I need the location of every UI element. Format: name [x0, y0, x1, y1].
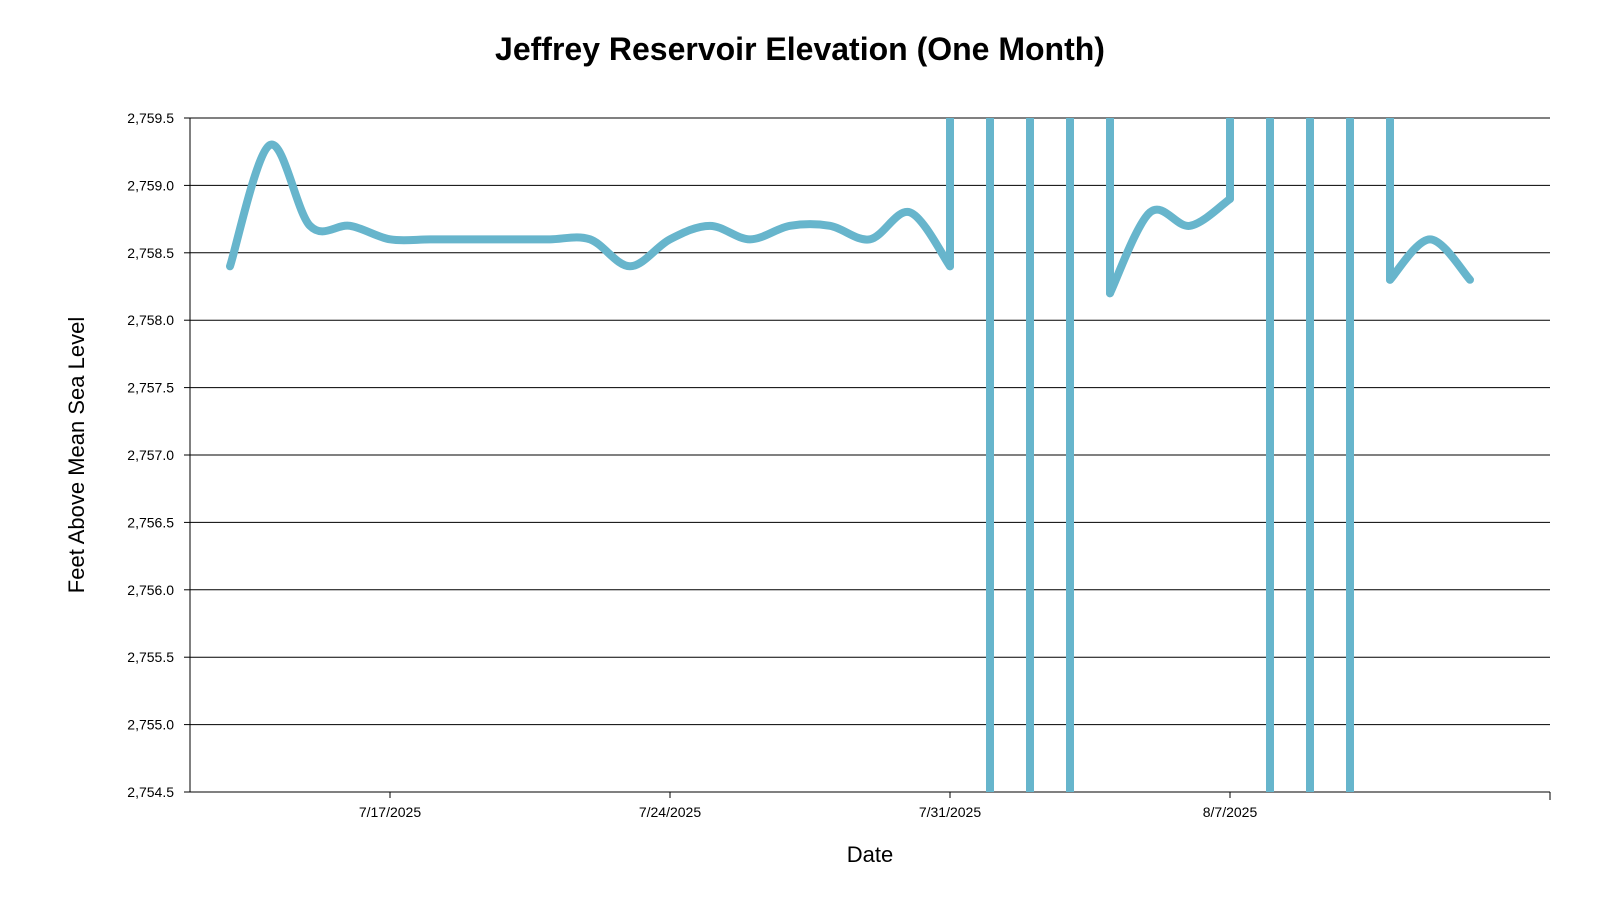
- x-axis-title: Date: [847, 842, 893, 867]
- y-axis-title: Feet Above Mean Sea Level: [64, 317, 89, 593]
- grid: [190, 117, 1550, 793]
- y-tick-label: 2,756.5: [127, 514, 174, 530]
- y-tick-label: 2,755.5: [127, 649, 174, 665]
- y-tick-label: 2,755.0: [127, 717, 174, 733]
- chart-title: Jeffrey Reservoir Elevation (One Month): [495, 31, 1105, 67]
- y-tick-label: 2,758.0: [127, 312, 174, 328]
- y-tick-label: 2,756.0: [127, 582, 174, 598]
- series-line-segment: [1386, 235, 1474, 284]
- x-tick-label: 7/17/2025: [359, 804, 421, 820]
- x-tick-label: 7/24/2025: [639, 804, 701, 820]
- y-tick-label: 2,757.5: [127, 380, 174, 396]
- series-line-segment: [226, 140, 954, 271]
- elevation-series: [226, 118, 1474, 792]
- x-tick-label: 7/31/2025: [919, 804, 981, 820]
- x-axis: 7/17/2025 7/24/2025 7/31/2025 8/7/2025: [190, 791, 1551, 820]
- y-axis: 2,754.5 2,755.0 2,755.5 2,756.0 2,756.5 2,757…: [127, 110, 191, 800]
- y-tick-label: 2,757.0: [127, 447, 174, 463]
- x-tick-label: 8/7/2025: [1203, 804, 1258, 820]
- y-tick-label: 2,759.5: [127, 110, 174, 126]
- y-tick-label: 2,759.0: [127, 177, 174, 193]
- y-tick-label: 2,758.5: [127, 245, 174, 261]
- y-tick-label: 2,754.5: [127, 784, 174, 800]
- series-line-segment: [1106, 194, 1234, 298]
- series: [226, 118, 1474, 792]
